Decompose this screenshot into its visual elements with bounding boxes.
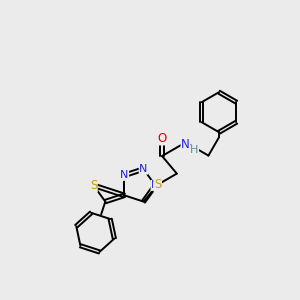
Text: N: N — [181, 138, 190, 151]
Text: H: H — [190, 146, 199, 155]
Text: S: S — [154, 178, 161, 191]
Text: N: N — [139, 164, 148, 174]
Text: S: S — [90, 179, 97, 192]
Text: N: N — [120, 170, 129, 180]
Text: O: O — [158, 132, 167, 145]
Text: N: N — [151, 180, 160, 190]
